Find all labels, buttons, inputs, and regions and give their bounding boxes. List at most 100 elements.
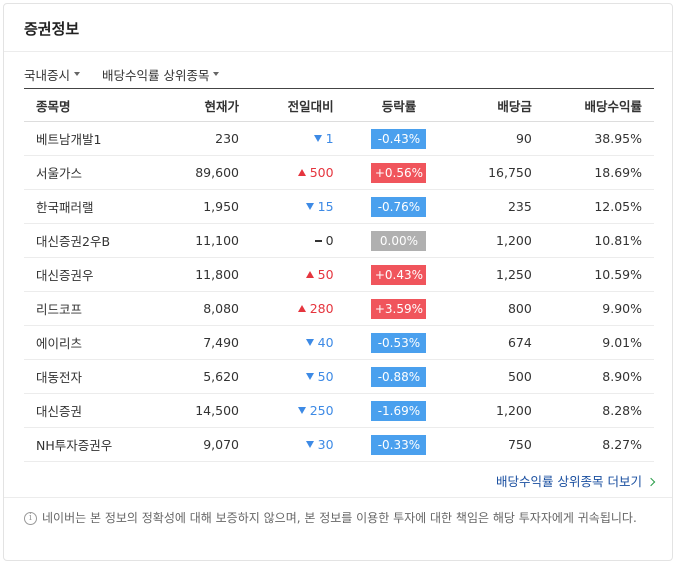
stock-row[interactable]: 대신증권2우B 11,100 0 0.00% 1,200 10.81% xyxy=(24,223,654,258)
stock-name[interactable]: 베트남개발1 xyxy=(24,121,160,156)
dividend: 1,250 xyxy=(452,257,544,292)
stock-name[interactable]: NH투자증권우 xyxy=(24,427,160,462)
yield: 8.28% xyxy=(543,393,654,428)
dividend: 800 xyxy=(452,291,544,326)
tab[interactable]: 국내증시 xyxy=(24,68,80,83)
direction-arrow xyxy=(305,373,314,380)
card-title: 증권정보 xyxy=(24,20,80,38)
yield: 18.69% xyxy=(543,155,654,190)
rate-cell: +0.56% xyxy=(345,155,453,190)
price: 14,500 xyxy=(159,393,251,428)
stock-row[interactable]: NH투자증권우 9,070 30 -0.33% 750 8.27% xyxy=(24,427,654,462)
stock-name[interactable]: 한국패러랠 xyxy=(24,189,160,224)
dividend: 750 xyxy=(452,427,544,462)
stock-name[interactable]: 리드코프 xyxy=(24,291,160,326)
stock-name[interactable]: 에이리츠 xyxy=(24,325,160,360)
direction-arrow xyxy=(313,135,322,142)
price: 11,800 xyxy=(159,257,251,292)
rate: -0.53% xyxy=(371,332,427,353)
change: 50 xyxy=(250,257,346,292)
rate: +0.56% xyxy=(371,162,427,183)
yield: 8.27% xyxy=(543,427,654,462)
divider xyxy=(4,497,672,498)
stock-row[interactable]: 대동전자 5,620 50 -0.88% 500 8.90% xyxy=(24,359,654,394)
change: 280 xyxy=(250,291,346,326)
price: 230 xyxy=(159,121,251,156)
rate: -0.33% xyxy=(371,434,427,455)
column-header: 배당수익률 xyxy=(543,88,654,122)
stock-name[interactable]: 대신증권우 xyxy=(24,257,160,292)
stock-table: 종목명 현재가 전일대비 등락률 배당금 배당수익률 베트남개발1 230 1 -0.43% 90 3… xyxy=(24,88,654,462)
stock-name[interactable]: 서울가스 xyxy=(24,155,160,190)
dividend: 674 xyxy=(452,325,544,360)
rate-cell: +3.59% xyxy=(345,291,453,326)
yield: 10.59% xyxy=(543,257,654,292)
change-value: 1 xyxy=(325,131,334,146)
dividend: 235 xyxy=(452,189,544,224)
rate: -0.43% xyxy=(371,128,427,149)
change-value: 40 xyxy=(317,335,334,350)
price: 1,950 xyxy=(159,189,251,224)
direction-arrow xyxy=(297,305,306,312)
change-value: 30 xyxy=(317,437,334,452)
stock-name[interactable]: 대신증권2우B xyxy=(24,223,160,258)
rate-cell: -0.76% xyxy=(345,189,453,224)
price: 89,600 xyxy=(159,155,251,190)
stock-card: 증권정보 국내증시 배당수익률 상위종목 종목명 현재가 전일대비 등락률 배당금 배당수… xyxy=(3,3,673,561)
stock-row[interactable]: 리드코프 8,080 280 +3.59% 800 9.90% xyxy=(24,291,654,326)
stock-name[interactable]: 대신증권 xyxy=(24,393,160,428)
dividend: 1,200 xyxy=(452,223,544,258)
change-value: 50 xyxy=(317,267,334,282)
column-header: 전일대비 xyxy=(250,88,346,122)
more-link[interactable]: 배당수익률 상위종목 더보기 xyxy=(496,471,654,490)
stock-row[interactable]: 대신증권우 11,800 50 +0.43% 1,250 10.59% xyxy=(24,257,654,292)
rate-cell: -0.88% xyxy=(345,359,453,394)
change: 500 xyxy=(250,155,346,190)
change-value: 280 xyxy=(309,301,334,316)
stock-row[interactable]: 서울가스 89,600 500 +0.56% 16,750 18.69% xyxy=(24,155,654,190)
change: 1 xyxy=(250,121,346,156)
stock-row[interactable]: 한국패러랠 1,950 15 -0.76% 235 12.05% xyxy=(24,189,654,224)
rate: 0.00% xyxy=(371,230,427,251)
column-header: 종목명 xyxy=(24,88,160,122)
notice: 네이버는 본 정보의 정확성에 대해 보증하지 않으며, 본 정보를 이용한 투… xyxy=(42,511,637,525)
dividend: 1,200 xyxy=(452,393,544,428)
rate: +3.59% xyxy=(371,298,427,319)
change: 250 xyxy=(250,393,346,428)
info-icon: i xyxy=(24,512,37,525)
column-header: 배당금 xyxy=(452,88,544,122)
tab[interactable]: 배당수익률 상위종목 xyxy=(102,68,219,83)
direction-arrow xyxy=(305,203,314,210)
rate-cell: -1.69% xyxy=(345,393,453,428)
change-value: 50 xyxy=(317,369,334,384)
price: 8,080 xyxy=(159,291,251,326)
direction-arrow xyxy=(314,240,322,242)
rate: -0.76% xyxy=(371,196,427,217)
direction-arrow xyxy=(305,271,314,278)
change: 50 xyxy=(250,359,346,394)
rate-cell: -0.33% xyxy=(345,427,453,462)
yield: 38.95% xyxy=(543,121,654,156)
change: 30 xyxy=(250,427,346,462)
stock-row[interactable]: 대신증권 14,500 250 -1.69% 1,200 8.28% xyxy=(24,393,654,428)
column-header: 현재가 xyxy=(159,88,251,122)
price: 7,490 xyxy=(159,325,251,360)
stock-row[interactable]: 에이리츠 7,490 40 -0.53% 674 9.01% xyxy=(24,325,654,360)
rate: -1.69% xyxy=(371,400,427,421)
price: 9,070 xyxy=(159,427,251,462)
column-header: 등락률 xyxy=(345,88,453,122)
rate: +0.43% xyxy=(371,264,427,285)
tabs: 국내증시 배당수익률 상위종목 xyxy=(24,65,237,84)
change: 40 xyxy=(250,325,346,360)
change-value: 500 xyxy=(309,165,334,180)
direction-arrow xyxy=(305,441,314,448)
stock-row[interactable]: 베트남개발1 230 1 -0.43% 90 38.95% xyxy=(24,121,654,156)
yield: 10.81% xyxy=(543,223,654,258)
rate-cell: -0.43% xyxy=(345,121,453,156)
direction-arrow xyxy=(297,169,306,176)
stock-name[interactable]: 대동전자 xyxy=(24,359,160,394)
change-value: 250 xyxy=(309,403,334,418)
direction-arrow xyxy=(305,339,314,346)
rate-cell: -0.53% xyxy=(345,325,453,360)
